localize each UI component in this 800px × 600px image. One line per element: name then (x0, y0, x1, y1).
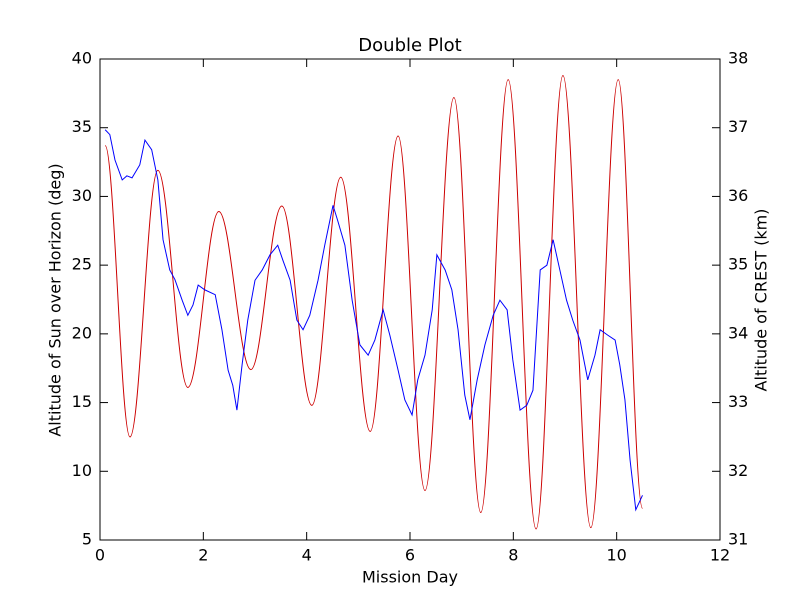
plot-frame (99, 58, 721, 541)
y2-tick-label: 36 (728, 186, 748, 205)
x-tick-label: 0 (95, 546, 105, 565)
x-tick-label: 12 (710, 546, 730, 565)
y-tick-label: 25 (72, 255, 92, 274)
x-tick-label: 4 (302, 546, 312, 565)
y-tick-label: 35 (72, 117, 92, 136)
data-line (104, 129, 643, 512)
chart-title: Double Plot (358, 35, 461, 56)
y-axis-label: Altitude of Sun over Horizon (deg) (46, 163, 65, 436)
x-tick-label: 6 (405, 546, 415, 565)
x-axis-label: Mission Day (362, 568, 458, 587)
y2-tick-label: 32 (728, 461, 748, 480)
y2-axis-label: Altitude of CREST (km) (752, 209, 771, 392)
x-tick-label: 8 (508, 546, 518, 565)
y-tick-label: 15 (72, 392, 92, 411)
y-tick-label: 5 (82, 530, 92, 549)
x-tick-label: 10 (606, 546, 626, 565)
y2-tick-label: 35 (728, 255, 748, 274)
x-tick-label: 2 (198, 546, 208, 565)
y2-tick-label: 37 (728, 117, 748, 136)
y2-tick-label: 33 (728, 392, 748, 411)
y-tick-label: 10 (72, 461, 92, 480)
y-tick-label: 20 (72, 323, 92, 342)
y2-tick-label: 31 (728, 530, 748, 549)
data-line (104, 74, 643, 530)
y-tick-label: 40 (72, 49, 92, 68)
y2-tick-label: 38 (728, 49, 748, 68)
y2-tick-label: 34 (728, 323, 748, 342)
y-tick-label: 30 (72, 186, 92, 205)
